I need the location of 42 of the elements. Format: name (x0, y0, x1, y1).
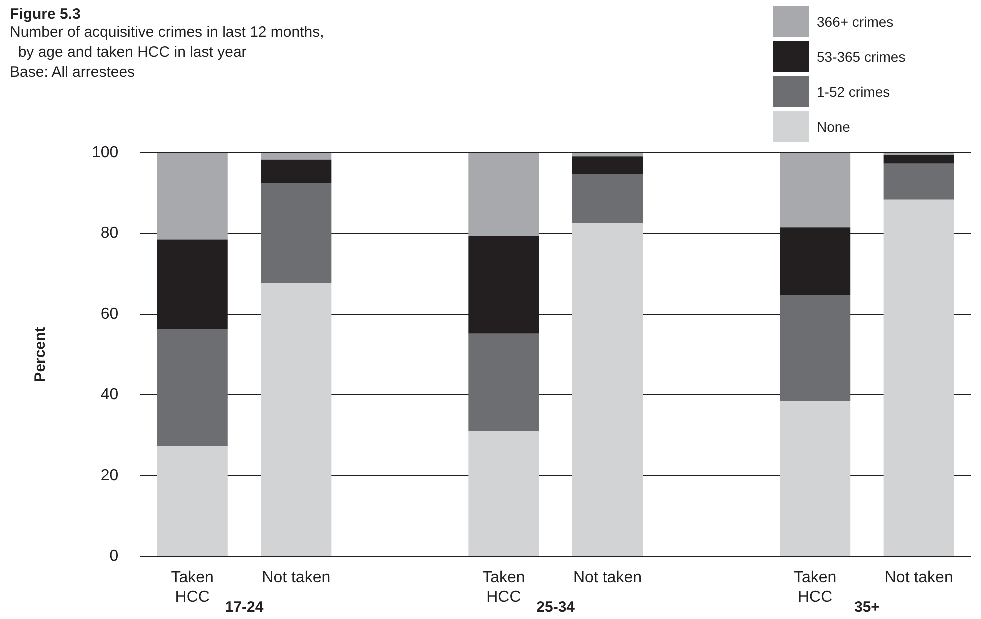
bar (884, 200, 954, 556)
bar (157, 446, 228, 556)
bar (468, 334, 540, 432)
text: 25-34 (536, 599, 576, 616)
x-tick-label: Taken HCC (794, 570, 837, 606)
y-tick-label: 40 (100, 386, 119, 404)
bar (261, 183, 332, 283)
bar (261, 153, 332, 160)
bar (261, 160, 332, 184)
text: 35+ (854, 599, 880, 616)
x-tick-label: Not taken (262, 570, 331, 587)
legend-label: 1-52 crimes (817, 84, 890, 100)
x-tick-label: Not taken (884, 570, 954, 587)
bar (261, 282, 332, 556)
legend-label: 366+ crimes (817, 14, 894, 30)
bar (884, 164, 954, 200)
bar (884, 155, 954, 164)
bar (780, 153, 851, 228)
y-tick-label: 60 (100, 306, 119, 323)
y-axis-title: Percent (32, 327, 50, 382)
x-tick-label: Taken HCC (171, 570, 214, 606)
legend-label: None (817, 118, 850, 134)
bar (468, 153, 540, 236)
y-tick-label: 80 (100, 225, 119, 242)
x-tick-label: Not taken (574, 570, 642, 587)
bar (157, 153, 228, 240)
chart-subtitle: Number of acquisitive crimes in last 12 months, by age and taken HCC in last year Base: All arrestees (10, 23, 324, 83)
y-tick-label: 0 (110, 548, 119, 566)
bar (157, 329, 228, 446)
bar (572, 156, 644, 174)
bar (572, 223, 644, 556)
bar (780, 295, 851, 402)
text: 17-24 (225, 599, 264, 616)
bar (572, 174, 644, 224)
y-tick-label: 20 (100, 467, 119, 484)
bar (468, 431, 540, 556)
x-tick-label: Taken HCC (482, 570, 526, 606)
bar (572, 153, 644, 157)
chart-title: Figure 5.3 (10, 6, 82, 23)
bar (780, 402, 851, 556)
legend-label: 53-365 crimes (817, 48, 906, 64)
y-tick-label: 100 (92, 144, 119, 162)
